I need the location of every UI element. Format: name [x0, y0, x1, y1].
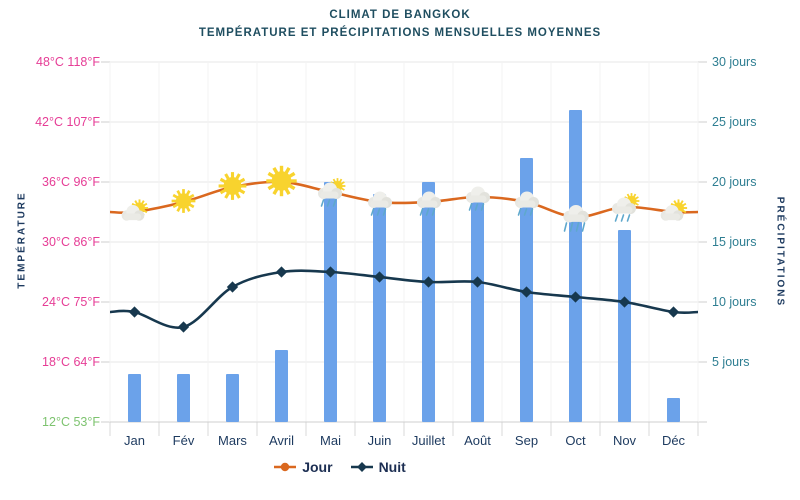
night-point-Déc[interactable]	[667, 306, 680, 318]
precip-bar-Oct[interactable]	[569, 110, 582, 422]
weather-cloud-heavy-rain-icon[interactable]	[563, 205, 589, 232]
legend-label: Jour	[302, 459, 333, 475]
night-point-Mars[interactable]	[226, 281, 239, 293]
precip-tick-10: 10 jours	[712, 295, 757, 309]
night-point-Sep[interactable]	[520, 286, 533, 298]
weather-sun-cloud-rain-icon[interactable]	[318, 178, 346, 207]
temp-tick-30: 30°C 86°F	[42, 235, 100, 249]
night-point-Août[interactable]	[471, 276, 484, 288]
legend-item-jour[interactable]: Jour	[274, 459, 333, 475]
month-label-Déc: Déc	[661, 433, 686, 448]
month-label-Sep: Sep	[514, 433, 539, 448]
precip-bar-Août[interactable]	[471, 194, 484, 422]
weather-cloud-rain-icon[interactable]	[466, 186, 490, 211]
night-temperature-line	[109, 269, 699, 329]
weather-sun-cloud-icon[interactable]	[660, 199, 688, 221]
month-label-Août: Août	[464, 433, 491, 448]
weather-cloud-rain-icon[interactable]	[368, 191, 392, 216]
precip-bar-Fév[interactable]	[177, 374, 190, 422]
month-label-Fév: Fév	[172, 433, 195, 448]
temp-tick-48: 48°C 118°F	[36, 55, 100, 69]
precip-tick-30: 30 jours	[712, 55, 757, 69]
month-label-Juin: Juin	[367, 433, 392, 448]
legend-label: Nuit	[378, 459, 406, 475]
month-label-Oct: Oct	[565, 433, 586, 448]
weather-sun-icon[interactable]	[218, 172, 247, 200]
precip-bar-Nov[interactable]	[618, 230, 631, 422]
weather-sun-icon[interactable]	[266, 165, 297, 197]
temp-tick-24: 24°C 75°F	[42, 295, 100, 309]
weather-cloud-rain-icon[interactable]	[417, 191, 441, 216]
precip-tick-5: 5 jours	[712, 355, 750, 369]
temp-tick-42: 42°C 107°F	[35, 115, 100, 129]
precip-bar-Mai[interactable]	[324, 182, 337, 422]
temp-tick-18: 18°C 64°F	[42, 355, 100, 369]
precip-bar-Juillet[interactable]	[422, 182, 435, 422]
chart-subtitle: TEMPÉRATURE ET PRÉCIPITATIONS MENSUELLES…	[198, 27, 602, 39]
weather-cloud-rain-icon[interactable]	[515, 191, 539, 216]
night-point-Mai[interactable]	[324, 266, 337, 278]
month-label-Mars: Mars	[218, 433, 247, 448]
night-point-Juillet[interactable]	[422, 276, 435, 288]
legend-diamond-marker-icon	[350, 462, 373, 472]
precip-tick-20: 20 jours	[712, 175, 757, 189]
month-label-Nov: Nov	[612, 433, 637, 448]
precip-bar-Jan[interactable]	[128, 374, 141, 422]
month-label-Juillet: Juillet	[411, 433, 446, 448]
precip-tick-25: 25 jours	[712, 115, 757, 129]
night-temperature-points	[128, 266, 680, 333]
legend: Jour Nuit	[110, 459, 570, 475]
legend-dot-marker-icon	[274, 462, 297, 472]
night-point-Fév[interactable]	[177, 321, 190, 333]
month-label-Mai: Mai	[320, 433, 341, 448]
weather-sun-cloud-rain-icon[interactable]	[612, 193, 640, 222]
month-label-Jan: Jan	[124, 433, 145, 448]
night-point-Jan[interactable]	[128, 306, 141, 318]
weather-sun-cloud-icon[interactable]	[121, 199, 149, 221]
night-point-Juin[interactable]	[373, 271, 386, 283]
precip-bar-Déc[interactable]	[667, 398, 680, 422]
precip-bar-Mars[interactable]	[226, 374, 239, 422]
month-label-Avril: Avril	[268, 433, 295, 448]
precipitation-bars	[128, 110, 680, 422]
night-point-Oct[interactable]	[569, 291, 582, 303]
legend-item-nuit[interactable]: Nuit	[350, 459, 406, 475]
precip-bar-Juin[interactable]	[373, 194, 386, 422]
precip-bar-Avril[interactable]	[275, 350, 288, 422]
gridlines	[101, 61, 707, 436]
temp-tick-36: 36°C 96°F	[42, 175, 100, 189]
night-point-Nov[interactable]	[618, 296, 631, 308]
chart-title: CLIMAT DE BANGKOK	[329, 9, 471, 21]
weather-icons	[121, 165, 688, 232]
precip-tick-15: 15 jours	[712, 235, 757, 249]
temp-tick-12: 12°C 53°F	[42, 415, 100, 429]
night-point-Avril[interactable]	[275, 266, 288, 278]
weather-sun-icon[interactable]	[171, 189, 196, 213]
